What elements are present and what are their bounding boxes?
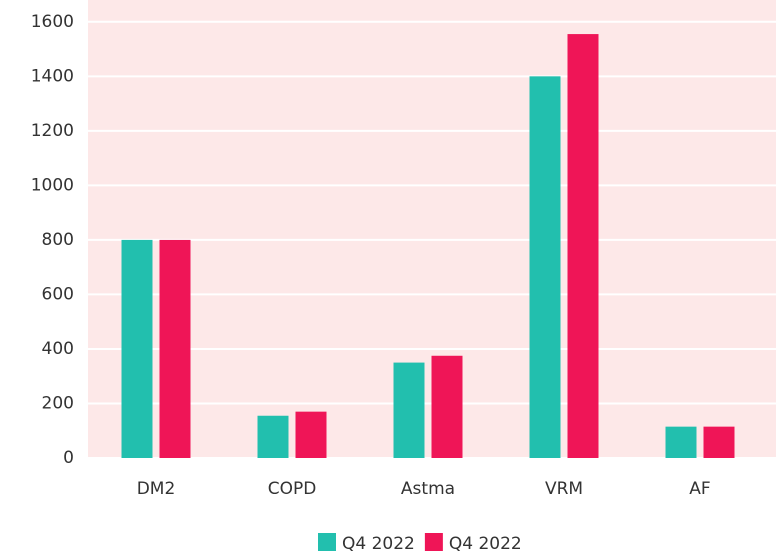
bar <box>431 355 463 458</box>
y-tick-label: 1200 <box>31 121 74 141</box>
y-tick-label: 400 <box>42 339 74 359</box>
x-tick-label: DM2 <box>137 479 176 499</box>
x-tick-label: VRM <box>545 479 583 499</box>
y-tick-label: 0 <box>63 448 74 468</box>
bar <box>529 76 561 458</box>
bar <box>567 34 599 458</box>
bar <box>665 426 697 458</box>
bar <box>295 411 327 458</box>
y-tick-label: 600 <box>42 284 74 304</box>
bar <box>703 426 735 458</box>
y-tick-label: 1400 <box>31 66 74 86</box>
legend-swatch <box>318 533 336 551</box>
x-tick-label: Astma <box>401 479 455 499</box>
legend-label: Q4 2022 <box>342 534 415 553</box>
y-tick-label: 1600 <box>31 12 74 32</box>
y-tick-label: 1000 <box>31 175 74 195</box>
y-tick-label: 800 <box>42 230 74 250</box>
bar <box>257 415 289 458</box>
x-tick-label: AF <box>689 479 710 499</box>
y-tick-label: 200 <box>42 393 74 413</box>
bar <box>159 239 191 458</box>
legend-label: Q4 2022 <box>449 534 522 553</box>
legend-swatch <box>424 533 443 551</box>
bar <box>121 239 153 458</box>
bar <box>393 362 425 458</box>
x-tick-label: COPD <box>268 479 317 499</box>
